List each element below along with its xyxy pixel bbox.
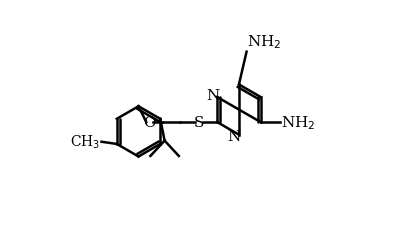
Text: O: O bbox=[143, 116, 156, 130]
Text: CH$_3$: CH$_3$ bbox=[70, 134, 100, 151]
Text: N: N bbox=[206, 89, 219, 103]
Text: S: S bbox=[193, 116, 204, 130]
Text: N: N bbox=[228, 130, 241, 144]
Text: NH$_2$: NH$_2$ bbox=[281, 114, 316, 131]
Text: NH$_2$: NH$_2$ bbox=[247, 33, 282, 50]
